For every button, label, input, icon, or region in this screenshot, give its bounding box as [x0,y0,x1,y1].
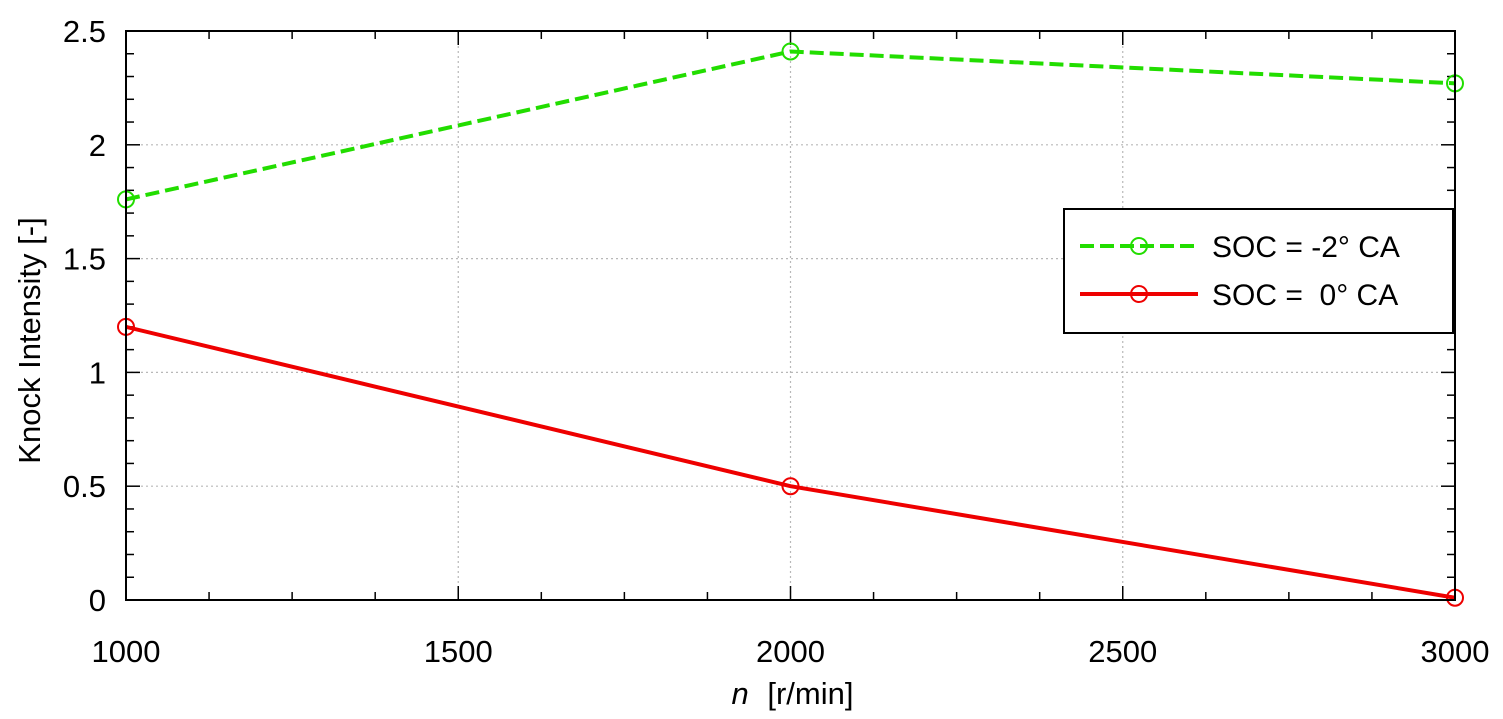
y-tick-label: 1.5 [63,242,106,277]
series-line-1 [125,49,1456,202]
y-tick-label: 2.5 [63,14,106,49]
legend-label-2: SOC = 0° CA [1212,279,1398,312]
y-tick-label: 2 [89,128,106,163]
y-tick-label: 0.5 [63,469,106,504]
x-tick-label: 2000 [756,634,825,669]
x-axis-unit: [r/min] [767,676,853,711]
x-tick-label: 3000 [1421,634,1490,669]
legend: SOC = -2° CA SOC = 0° CA [1063,208,1454,334]
data-point-2 [781,477,800,496]
legend-box [1063,208,1454,334]
x-tick-label: 1500 [424,634,493,669]
legend-marker-1 [1130,237,1148,255]
x-tick-label: 2500 [1088,634,1157,669]
y-tick-label: 0 [89,583,106,618]
y-tick-label: 1 [89,355,106,390]
x-axis-label: n [r/min] [732,676,854,711]
legend-marker-2 [1130,285,1148,303]
x-tick-label: 1000 [92,634,161,669]
grid [126,31,1455,600]
tick-labels: 1000 1500 2000 2500 3000 0 0.5 1 1.5 2 2.5 [63,14,1490,669]
plot-frame [125,30,1456,601]
x-axis-symbol: n [732,676,749,711]
data-point-1 [781,42,800,61]
y-axis-label: Knock Intensity [-] [12,217,47,463]
series-line-2 [125,324,1456,600]
legend-label-1: SOC = -2° CA [1212,231,1400,264]
